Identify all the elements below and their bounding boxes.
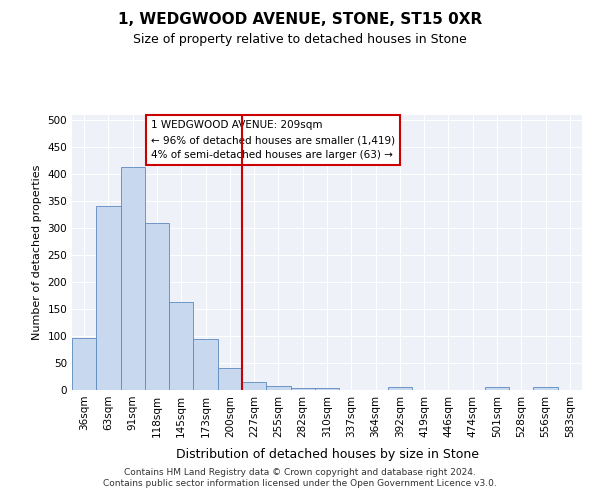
Bar	[145, 224, 169, 390]
Bar	[388, 388, 412, 390]
Bar	[485, 388, 509, 390]
Bar	[315, 388, 339, 390]
Bar	[266, 386, 290, 390]
X-axis label: Distribution of detached houses by size in Stone: Distribution of detached houses by size …	[176, 448, 479, 461]
Bar	[121, 168, 145, 390]
Bar	[96, 206, 121, 390]
Bar	[193, 340, 218, 390]
Bar	[218, 368, 242, 390]
Bar	[169, 302, 193, 390]
Y-axis label: Number of detached properties: Number of detached properties	[32, 165, 42, 340]
Bar	[533, 388, 558, 390]
Bar	[242, 382, 266, 390]
Bar	[290, 388, 315, 390]
Text: Size of property relative to detached houses in Stone: Size of property relative to detached ho…	[133, 32, 467, 46]
Text: 1 WEDGWOOD AVENUE: 209sqm
← 96% of detached houses are smaller (1,419)
4% of sem: 1 WEDGWOOD AVENUE: 209sqm ← 96% of detac…	[151, 120, 395, 160]
Text: 1, WEDGWOOD AVENUE, STONE, ST15 0XR: 1, WEDGWOOD AVENUE, STONE, ST15 0XR	[118, 12, 482, 28]
Text: Contains HM Land Registry data © Crown copyright and database right 2024.
Contai: Contains HM Land Registry data © Crown c…	[103, 468, 497, 487]
Bar	[72, 338, 96, 390]
